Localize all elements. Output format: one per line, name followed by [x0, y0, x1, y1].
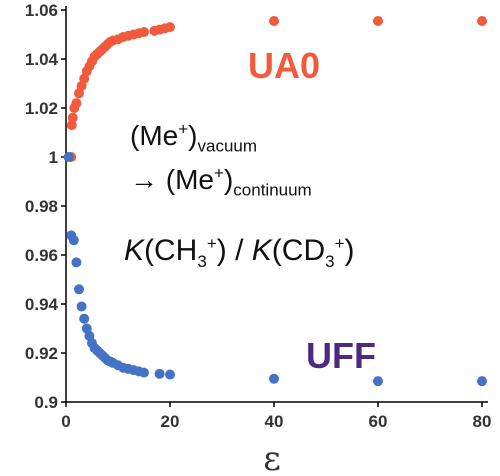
data-point — [71, 257, 82, 268]
series-label-uff: UFF — [306, 335, 376, 376]
axes — [65, 6, 488, 403]
data-point — [373, 16, 383, 27]
y-tick-label: 1.02 — [25, 99, 58, 118]
y-tick-label: 1.04 — [25, 50, 59, 69]
y-tick-label: 1 — [49, 148, 58, 167]
annotation-kie-ratio: K(CH3+) / K(CD3+) — [124, 234, 355, 271]
data-point — [165, 22, 175, 33]
x-tick-label: 20 — [161, 412, 180, 431]
x-tick-label: 80 — [473, 412, 492, 431]
annotation-vacuum: (Me+)vacuum — [130, 119, 258, 156]
y-tick-label: 0.96 — [25, 246, 58, 265]
data-point — [76, 301, 87, 312]
data-point — [165, 369, 175, 380]
data-points — [63, 16, 487, 387]
data-point — [74, 284, 84, 295]
x-tick-label: 0 — [61, 412, 70, 431]
data-point — [63, 152, 74, 162]
x-axis-label: ε — [263, 439, 281, 476]
series-label-ua0: UA0 — [248, 45, 320, 86]
data-point — [68, 235, 79, 246]
series-uff — [63, 152, 487, 387]
y-tick-label: 1.06 — [25, 1, 58, 20]
data-point — [269, 16, 279, 27]
ticks: 0.9 0.92 0.94 0.96 0.98 1 1.02 1.04 1.06 0 20 40 60 8… — [25, 1, 492, 431]
data-point — [139, 27, 149, 38]
data-point — [79, 313, 90, 324]
x-tick-label: 40 — [265, 412, 284, 431]
y-tick-label: 0.98 — [25, 197, 58, 216]
data-point — [477, 376, 487, 387]
y-tick-label: 0.94 — [25, 295, 59, 314]
x-tick-label: 60 — [369, 412, 388, 431]
data-point — [269, 373, 279, 384]
y-tick-label: 0.92 — [25, 344, 58, 363]
data-point — [71, 98, 82, 109]
data-point — [373, 376, 383, 387]
data-point — [139, 367, 149, 378]
annotation-continuum: → (Me+)continuum — [130, 163, 312, 200]
data-point — [477, 16, 487, 27]
data-point — [66, 120, 77, 131]
data-point — [67, 112, 78, 123]
data-point — [154, 368, 165, 379]
y-tick-label: 0.9 — [34, 393, 58, 412]
